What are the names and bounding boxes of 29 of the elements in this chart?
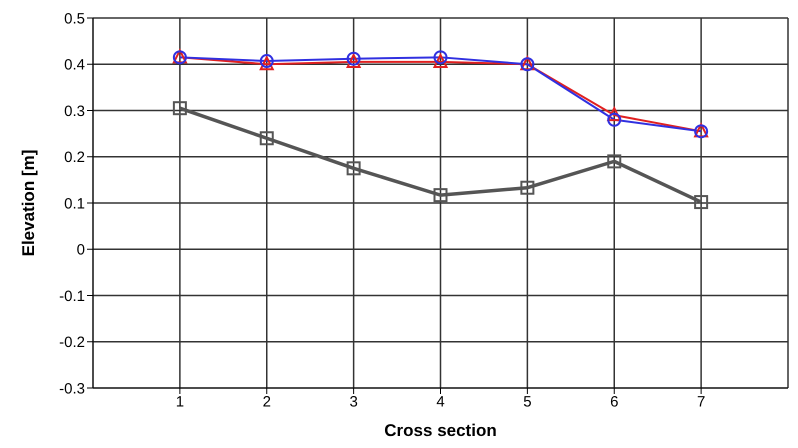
y-tick-label: 0.2 bbox=[64, 149, 85, 166]
y-tick-label: 0.4 bbox=[64, 56, 85, 74]
point bbox=[520, 180, 534, 195]
x-tick-label: 3 bbox=[349, 394, 358, 411]
point bbox=[260, 131, 274, 146]
point bbox=[607, 107, 622, 122]
x-tick-label: 6 bbox=[610, 394, 618, 411]
x-tick-label: 2 bbox=[262, 394, 271, 411]
y-tick-label: -0.1 bbox=[59, 288, 85, 305]
y-tick-label: -0.2 bbox=[59, 334, 85, 352]
y-tick-label: 0.1 bbox=[64, 195, 85, 212]
x-axis-title: Cross section bbox=[384, 421, 497, 440]
y-tick-label: 0.3 bbox=[64, 102, 85, 120]
point bbox=[434, 188, 448, 202]
x-tick-label: 5 bbox=[523, 394, 532, 411]
point bbox=[346, 161, 361, 176]
point bbox=[434, 50, 448, 64]
y-tick-label: 0.5 bbox=[64, 10, 85, 28]
y-tick-label: 0 bbox=[76, 242, 85, 259]
x-tick-label: 1 bbox=[176, 394, 184, 411]
point bbox=[172, 101, 187, 116]
x-tick-label: 7 bbox=[696, 394, 706, 411]
y-tick-label: -0.3 bbox=[59, 380, 85, 398]
x-tick-label: 4 bbox=[436, 394, 445, 411]
point bbox=[607, 112, 622, 127]
point bbox=[694, 195, 708, 210]
point bbox=[607, 154, 622, 168]
y-axis-title: Elevation [m] bbox=[19, 150, 38, 256]
point bbox=[434, 54, 448, 68]
